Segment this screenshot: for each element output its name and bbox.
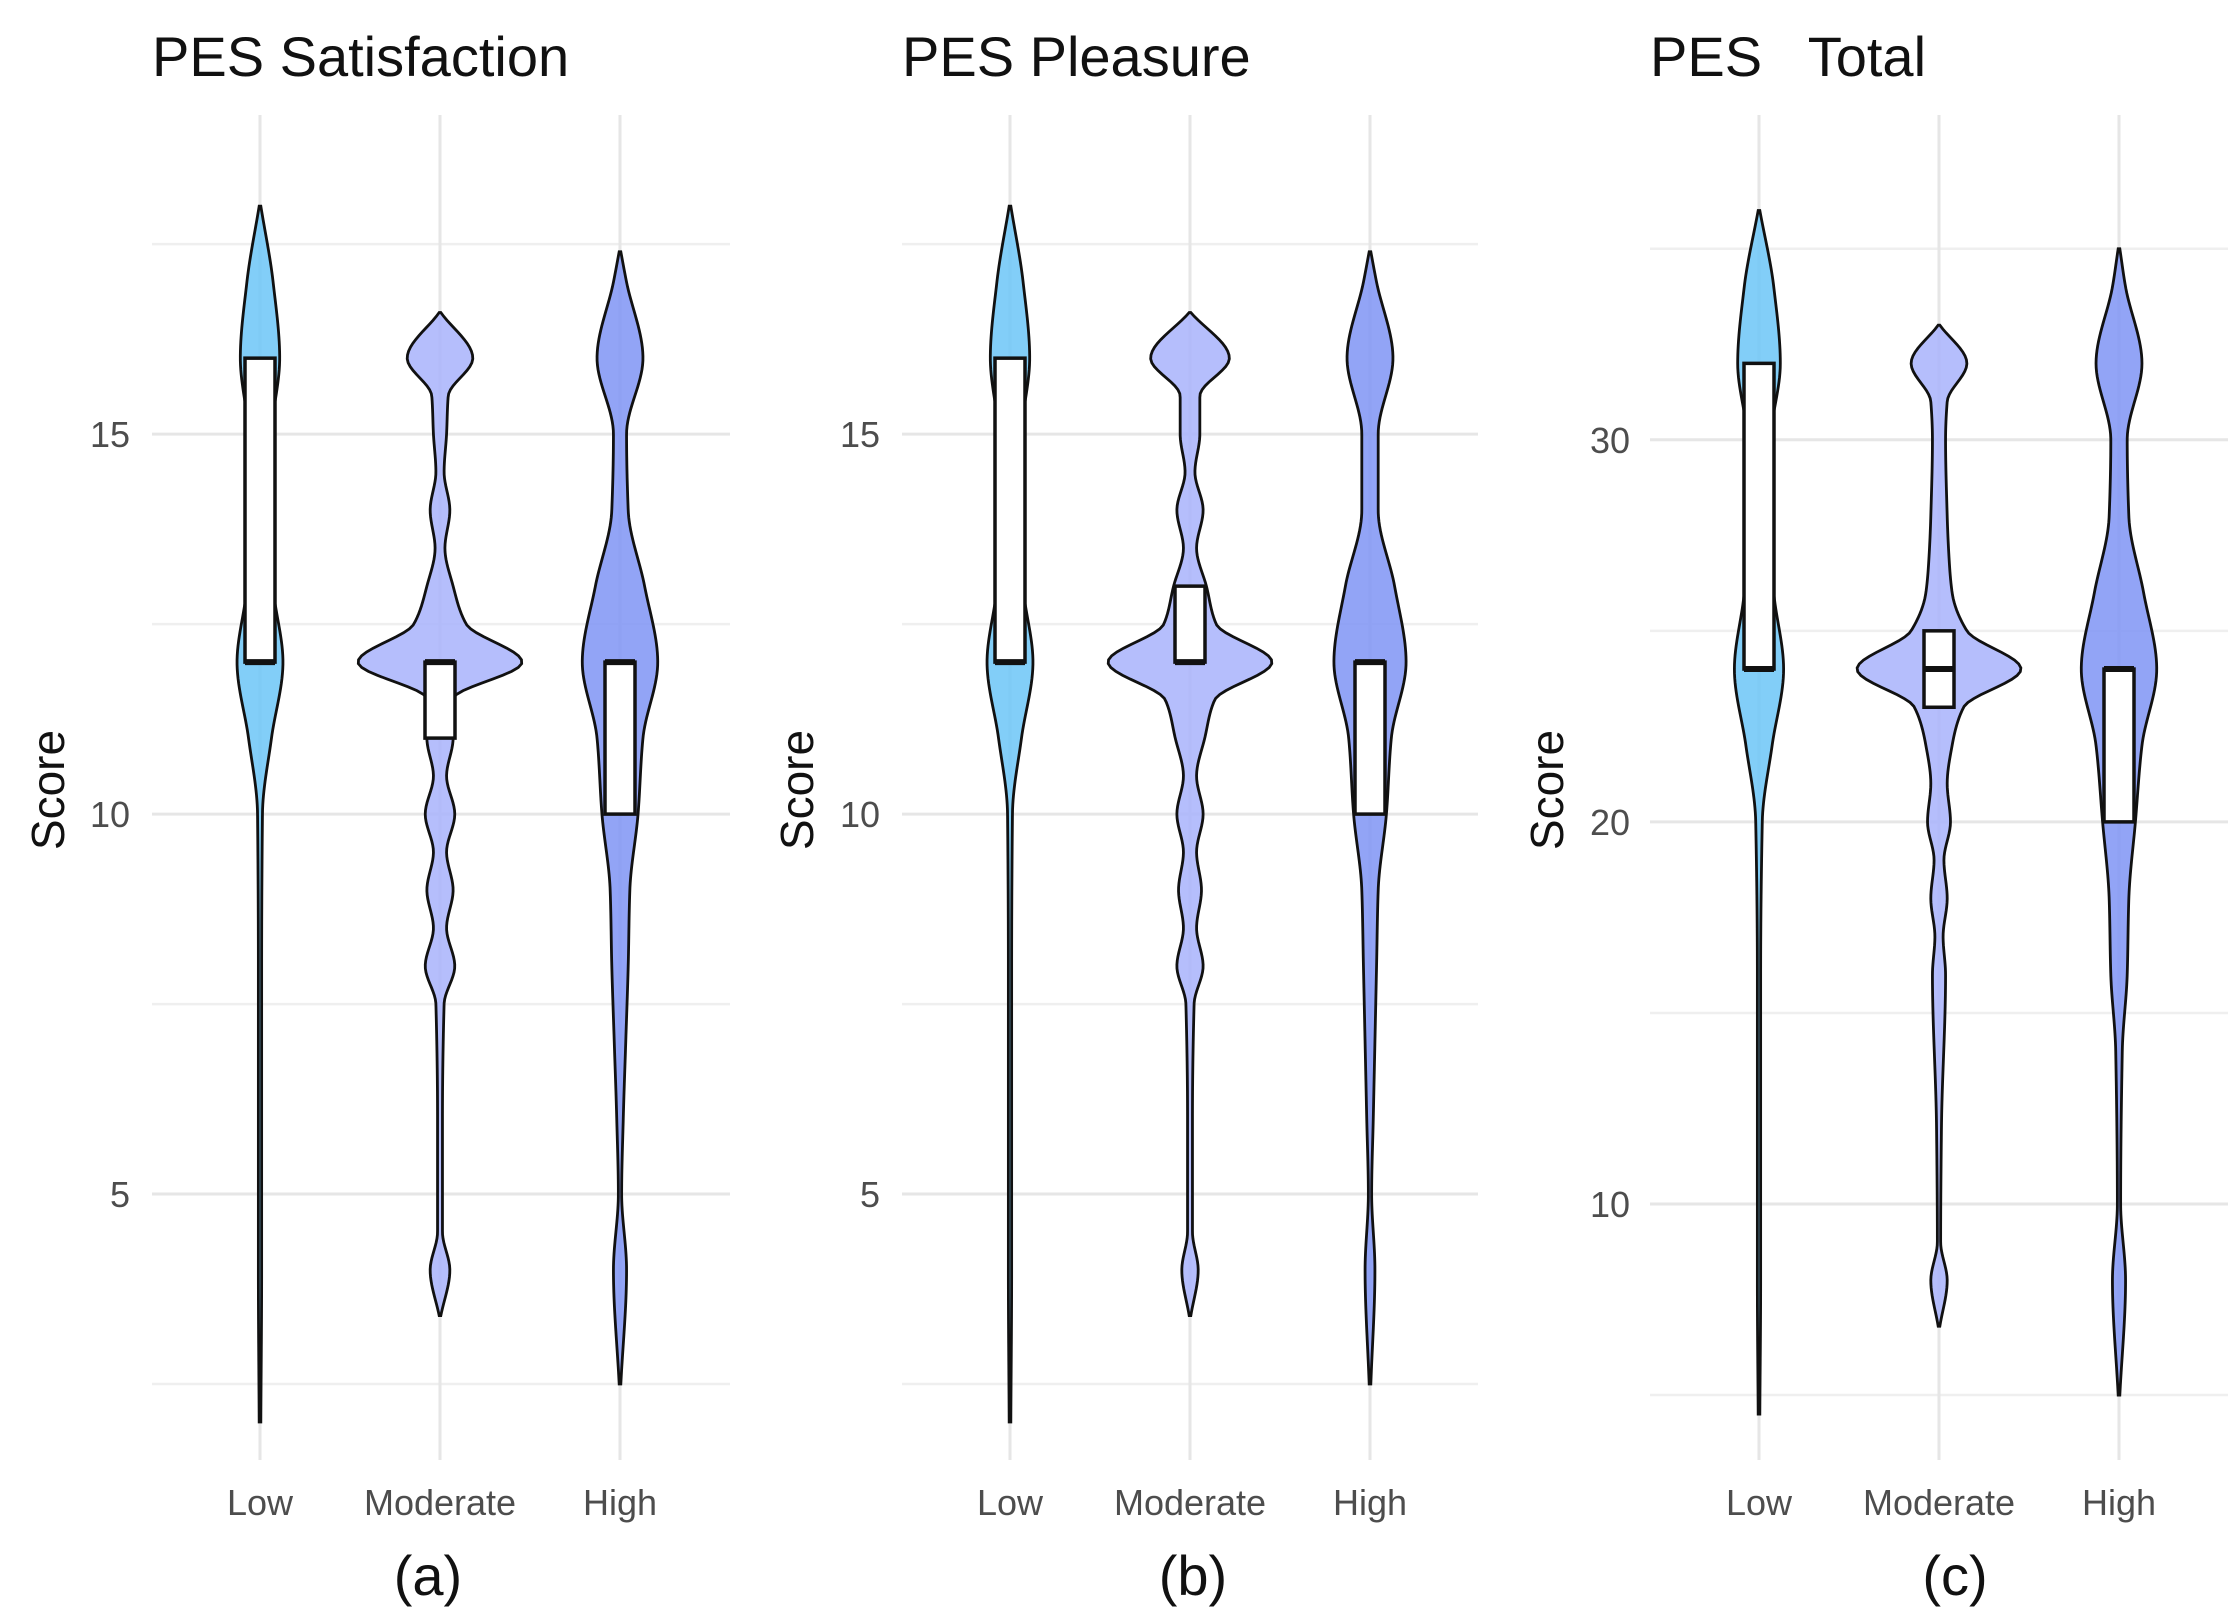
y-tick-label: 15	[90, 414, 130, 455]
violin-high	[1332, 250, 1408, 1386]
panel-caption: (a)	[394, 1544, 462, 1607]
x-tick-label: Moderate	[1863, 1482, 2015, 1523]
y-tick-label: 20	[1590, 802, 1630, 843]
x-tick-label: Low	[227, 1482, 294, 1523]
box-high	[1353, 660, 1387, 816]
violin-high	[580, 250, 660, 1386]
violin-moderate	[356, 311, 524, 1318]
panel-3: 10 20 30 Low Moderate High PES Total Score (c)	[1521, 25, 2228, 1607]
panel-caption: (b)	[1159, 1544, 1227, 1607]
y-axis-label: Score	[1521, 730, 1573, 850]
panel-2: 5 10 15 Low Moderate High PES Pleasure Score (b)	[771, 25, 1478, 1607]
panel-title: PES Pleasure	[902, 25, 1251, 88]
y-tick-label: 15	[840, 414, 880, 455]
violin-low	[1732, 209, 1786, 1416]
y-tick-label: 5	[860, 1174, 880, 1215]
y-tick-label: 10	[840, 794, 880, 835]
violin-moderate	[1855, 323, 2023, 1328]
panel-title: PES Total	[1650, 25, 1926, 88]
violin-low	[235, 204, 285, 1424]
x-tick-label: Low	[977, 1482, 1044, 1523]
y-axis-label: Score	[771, 730, 823, 850]
box-low	[1742, 361, 1776, 671]
y-tick-label: 10	[90, 794, 130, 835]
box-high	[2102, 667, 2136, 824]
x-tick-label: High	[2082, 1482, 2156, 1523]
x-tick-label: High	[583, 1482, 657, 1523]
box-moderate	[423, 660, 457, 740]
violin-low	[985, 204, 1035, 1424]
box-moderate	[1173, 584, 1207, 664]
panel-title: PES Satisfaction	[152, 25, 569, 88]
panel-1: 5 10 15 Low Moderate High PES Satisfaction Scor…	[22, 25, 730, 1607]
panel-caption: (c)	[1922, 1544, 1987, 1607]
y-tick-label: 5	[110, 1174, 130, 1215]
x-tick-label: Low	[1726, 1482, 1793, 1523]
y-tick-label: 10	[1590, 1184, 1630, 1225]
violin-moderate	[1106, 311, 1274, 1318]
y-axis-label: Score	[22, 730, 74, 850]
x-tick-label: Moderate	[1114, 1482, 1266, 1523]
x-tick-label: High	[1333, 1482, 1407, 1523]
box-high	[603, 660, 637, 816]
y-tick-label: 30	[1590, 420, 1630, 461]
box-low	[243, 356, 277, 664]
box-low	[993, 356, 1027, 664]
x-tick-label: Moderate	[364, 1482, 516, 1523]
